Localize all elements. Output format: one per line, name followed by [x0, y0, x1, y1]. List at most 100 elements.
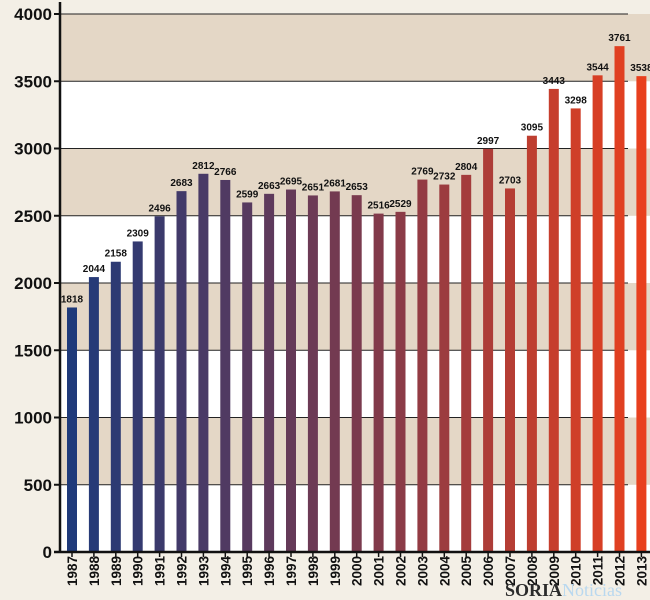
data-label: 2804 — [455, 162, 478, 173]
x-tick-label: 2006 — [481, 556, 496, 587]
x-tick-label: 1992 — [175, 556, 190, 586]
background-band — [60, 14, 650, 82]
x-tick-label: 1996 — [262, 556, 277, 587]
bar — [307, 195, 318, 553]
bar — [198, 173, 209, 552]
bar — [570, 108, 581, 552]
bar — [110, 261, 121, 552]
y-tick-label: 1500 — [14, 341, 52, 360]
data-label: 2683 — [170, 178, 193, 189]
x-tick-label: 2010 — [569, 556, 584, 586]
x-tick-label: 1987 — [65, 556, 80, 586]
x-tick-label: 2007 — [503, 556, 518, 586]
x-tick-label: 2002 — [394, 556, 409, 586]
x-tick-label: 2013 — [634, 556, 649, 587]
bar — [526, 135, 537, 552]
bar — [505, 188, 515, 552]
bar — [286, 189, 296, 552]
data-label: 2769 — [411, 167, 434, 178]
x-tick-label: 2005 — [459, 556, 474, 587]
x-tick-label: 2003 — [415, 556, 430, 587]
bar — [483, 148, 494, 552]
x-tick-label: 2008 — [525, 556, 540, 587]
bar — [154, 216, 165, 552]
data-label: 2703 — [499, 175, 522, 186]
y-tick-label: 1000 — [14, 409, 52, 428]
data-label: 2663 — [258, 181, 281, 192]
x-tick-label: 1990 — [131, 556, 146, 586]
data-label: 2653 — [346, 182, 369, 193]
bar — [329, 191, 340, 552]
bars — [67, 46, 647, 553]
watermark: SORIA Noticias — [505, 580, 622, 600]
x-tick-label: 2000 — [350, 556, 365, 586]
watermark-noticias: Noticias — [562, 580, 622, 600]
x-tick-label: 2011 — [591, 556, 606, 586]
data-label: 2044 — [83, 264, 106, 275]
data-label: 2812 — [192, 161, 215, 172]
data-label: 2158 — [105, 249, 128, 260]
data-label: 3761 — [608, 33, 631, 44]
y-tick-label: 2500 — [14, 207, 52, 226]
data-label: 3538 — [630, 63, 650, 74]
bar — [242, 202, 253, 552]
bar — [592, 75, 603, 552]
data-label: 2309 — [127, 228, 150, 239]
x-tick-label: 1995 — [240, 556, 255, 587]
data-label: 3298 — [565, 95, 588, 106]
bar — [439, 184, 450, 552]
background-band — [60, 81, 650, 149]
y-tick-label: 0 — [43, 543, 52, 562]
y-tick-label: 3000 — [14, 140, 52, 159]
bar — [176, 191, 187, 552]
data-label: 2732 — [433, 172, 456, 183]
data-label: 2997 — [477, 136, 500, 147]
bar — [67, 307, 77, 552]
x-tick-label: 1989 — [109, 556, 124, 586]
x-tick-label: 1999 — [328, 556, 343, 586]
y-axis-ticks: 0 500 1000 1500 2000 2500 3000 3500 4000 — [14, 5, 60, 562]
bar — [417, 179, 428, 552]
data-label: 2766 — [214, 167, 237, 178]
y-tick-label: 4000 — [14, 5, 52, 24]
data-label: 2651 — [302, 182, 325, 193]
x-tick-label: 2009 — [547, 556, 562, 586]
data-label: 2496 — [148, 203, 171, 214]
x-tick-label: 2001 — [372, 556, 387, 587]
bar — [461, 174, 472, 552]
bar — [614, 46, 625, 552]
data-label: 3443 — [543, 76, 566, 87]
y-tick-label: 500 — [24, 476, 52, 495]
x-tick-label: 1994 — [218, 556, 233, 587]
x-tick-label: 1998 — [306, 556, 321, 587]
data-label: 2516 — [367, 201, 390, 212]
bar — [264, 193, 275, 552]
x-tick-label: 1997 — [284, 556, 299, 586]
x-tick-label: 1988 — [87, 556, 102, 587]
bar — [220, 179, 231, 552]
data-label: 2681 — [324, 178, 347, 189]
data-label: 3544 — [586, 62, 609, 73]
x-tick-label: 1991 — [153, 556, 168, 587]
data-label: 1818 — [61, 294, 84, 305]
x-tick-label: 2012 — [613, 556, 628, 586]
watermark-soria: SORIA — [505, 580, 562, 600]
x-tick-label: 1993 — [196, 556, 211, 587]
data-label: 2599 — [236, 189, 259, 200]
bar — [132, 241, 143, 552]
bar — [88, 277, 99, 552]
y-tick-label: 3500 — [14, 72, 52, 91]
bar — [373, 213, 384, 552]
bar — [548, 88, 559, 552]
x-axis-ticks: 1987 1988 1989 1990 1991 1992 1993 1994 1995 1996… — [65, 552, 649, 586]
data-label: 2529 — [389, 199, 412, 210]
data-label: 3095 — [521, 123, 544, 134]
bar — [636, 76, 647, 552]
data-label: 2695 — [280, 177, 303, 188]
y-tick-label: 2000 — [14, 274, 52, 293]
bar — [395, 211, 406, 553]
x-tick-label: 2004 — [437, 556, 452, 587]
bar — [351, 195, 362, 552]
